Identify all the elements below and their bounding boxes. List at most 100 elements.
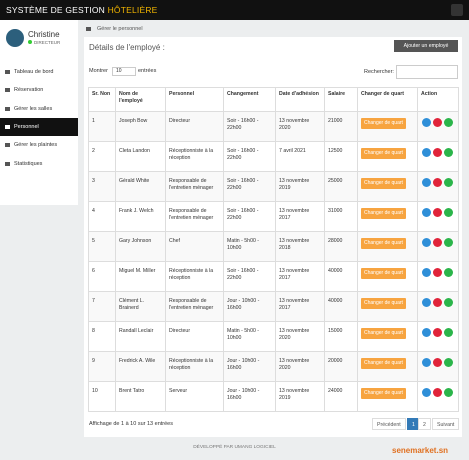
edit-button[interactable] (422, 298, 431, 307)
shift-button[interactable]: Changer de quart (361, 358, 406, 369)
edit-button[interactable] (422, 268, 431, 277)
view-button[interactable] (444, 358, 453, 367)
table-cell: 6 (88, 261, 116, 292)
delete-button[interactable] (433, 238, 442, 247)
page-button[interactable]: 2 (418, 418, 431, 430)
column-header[interactable]: Date d'adhésion (275, 87, 325, 112)
shift-button[interactable]: Changer de quart (361, 148, 406, 159)
edit-button[interactable] (422, 118, 431, 127)
view-button[interactable] (444, 148, 453, 157)
menu-item[interactable]: Gérer les plaintes (0, 136, 78, 154)
shift-button[interactable]: Changer de quart (361, 268, 406, 279)
table-cell: Jour - 10h00 - 16h00 (223, 351, 276, 382)
shift-button[interactable]: Changer de quart (361, 178, 406, 189)
view-button[interactable] (444, 298, 453, 307)
table-cell: 20000 (324, 351, 358, 382)
action-cell (417, 261, 459, 292)
edit-button[interactable] (422, 238, 431, 247)
edit-button[interactable] (422, 178, 431, 187)
edit-button[interactable] (422, 388, 431, 397)
edit-button[interactable] (422, 358, 431, 367)
table-cell: Réceptionniste à la réception (165, 141, 224, 172)
search-input[interactable] (396, 65, 458, 79)
menu-item[interactable]: Tableau de bord (0, 63, 78, 81)
table-cell: Brent Tatro (115, 381, 166, 412)
shift-cell: Changer de quart (357, 141, 418, 172)
prev-button[interactable]: Précédent (372, 418, 406, 430)
shift-cell: Changer de quart (357, 111, 418, 142)
table-cell: Responsable de l'entretien ménager (165, 171, 224, 202)
shift-button[interactable]: Changer de quart (361, 388, 406, 399)
table-info: Affichage de 1 à 10 sur 13 entrées (89, 421, 173, 427)
delete-button[interactable] (433, 388, 442, 397)
table-cell: Directeur (165, 321, 224, 352)
view-button[interactable] (444, 208, 453, 217)
shift-button[interactable]: Changer de quart (361, 298, 406, 309)
column-header[interactable]: Salaire (324, 87, 358, 112)
shift-button[interactable]: Changer de quart (361, 208, 406, 219)
edit-button[interactable] (422, 148, 431, 157)
menu-item[interactable]: Gérer les salles (0, 100, 78, 118)
column-header[interactable]: Changer de quart (357, 87, 418, 112)
credit: DÉVELOPPÉ PAR UMANG LOGICIEL (193, 445, 276, 450)
user-button[interactable] (451, 4, 463, 16)
delete-button[interactable] (433, 208, 442, 217)
page-size-select[interactable]: 10 (112, 67, 136, 76)
shift-button[interactable]: Changer de quart (361, 118, 406, 129)
table-cell: 13 novembre 2019 (275, 381, 325, 412)
table-cell: 40000 (324, 291, 358, 322)
table-cell: 7 avril 2021 (275, 141, 325, 172)
delete-button[interactable] (433, 358, 442, 367)
table-cell: 15000 (324, 321, 358, 352)
delete-button[interactable] (433, 298, 442, 307)
edit-button[interactable] (422, 208, 431, 217)
add-button[interactable]: Ajouter un employé (394, 40, 458, 52)
table-cell: Matin - 5h00 - 10h00 (223, 321, 276, 352)
delete-button[interactable] (433, 148, 442, 157)
delete-button[interactable] (433, 268, 442, 277)
table-cell: 12500 (324, 141, 358, 172)
action-cell (417, 321, 459, 352)
shift-button[interactable]: Changer de quart (361, 328, 406, 339)
delete-button[interactable] (433, 118, 442, 127)
view-button[interactable] (444, 388, 453, 397)
next-button[interactable]: Suivant (432, 418, 460, 430)
menu-item[interactable]: Statistiques (0, 155, 78, 173)
table-cell: Responsable de l'entretien ménager (165, 291, 224, 322)
table-cell: 10 (88, 381, 116, 412)
table-row: 6 Miguel M. Miller Réceptionniste à la réc… (88, 261, 459, 292)
column-header[interactable]: Nom de l'employé (115, 87, 166, 112)
page-button[interactable]: 1 (407, 418, 420, 430)
table-row: 4 Frank J. Welch Responsable de l'entretie… (88, 201, 459, 232)
table-cell: Soir - 16h00 - 22h00 (223, 141, 276, 172)
table-cell: 9 (88, 351, 116, 382)
view-button[interactable] (444, 328, 453, 337)
column-header[interactable]: Action (417, 87, 459, 112)
view-button[interactable] (444, 118, 453, 127)
shift-button[interactable]: Changer de quart (361, 238, 406, 249)
shift-cell: Changer de quart (357, 201, 418, 232)
edit-button[interactable] (422, 328, 431, 337)
table-cell: Cleta Landon (115, 141, 166, 172)
column-header[interactable]: Personnel (165, 87, 224, 112)
sidebar (0, 20, 78, 205)
breadcrumb[interactable]: Gérer le personnel (97, 26, 143, 32)
table-cell: 3 (88, 171, 116, 202)
table-row: 9 Fredrick A. Wile Réceptionniste à la réc… (88, 351, 459, 382)
home-icon[interactable] (86, 27, 91, 31)
view-button[interactable] (444, 178, 453, 187)
menu-item[interactable]: Réservation (0, 81, 78, 99)
table-cell: 25000 (324, 171, 358, 202)
view-button[interactable] (444, 238, 453, 247)
column-header[interactable]: Changement (223, 87, 276, 112)
menu-item[interactable]: Personnel (0, 117, 78, 136)
table-cell: Directeur (165, 111, 224, 142)
table-cell: 13 novembre 2017 (275, 291, 325, 322)
delete-button[interactable] (433, 178, 442, 187)
header-row: Sr. Non Nom de l'employé Personnel Changeme… (88, 87, 459, 112)
action-cell (417, 351, 459, 382)
delete-button[interactable] (433, 328, 442, 337)
view-button[interactable] (444, 268, 453, 277)
column-header[interactable]: Sr. Non (88, 87, 116, 112)
